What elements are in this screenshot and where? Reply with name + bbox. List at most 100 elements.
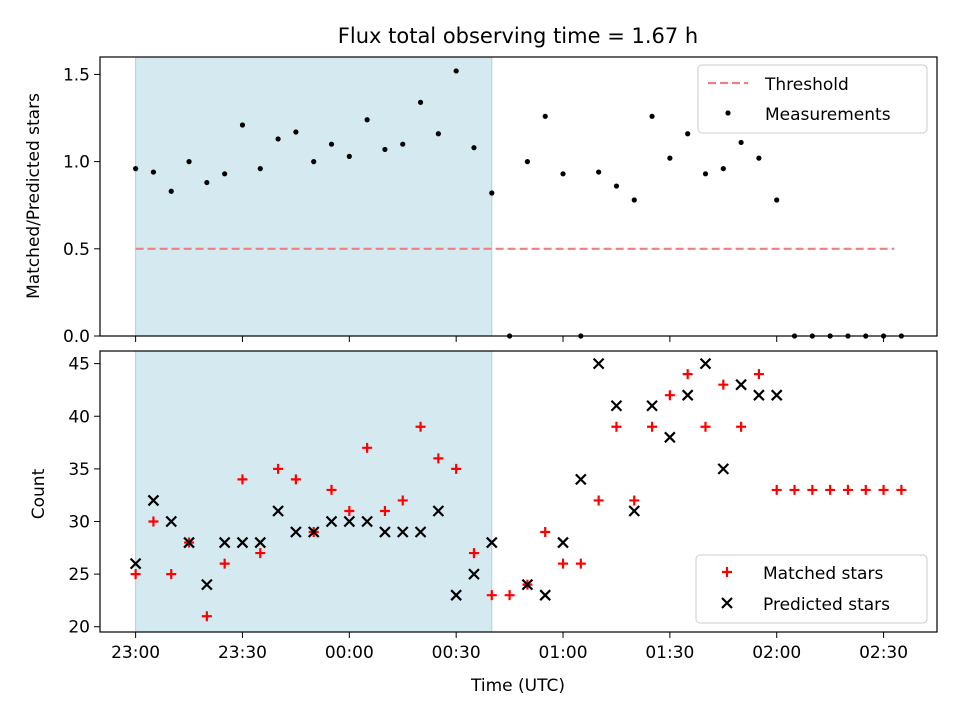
- predicted-star-point: [201, 578, 213, 591]
- legend-matched-label: Matched stars: [763, 564, 883, 584]
- measurement-point: [364, 117, 370, 123]
- predicted-star-point: [450, 589, 462, 601]
- matched-star-point: [219, 558, 230, 569]
- measurement-point: [524, 159, 531, 165]
- measurement-point: [239, 122, 246, 128]
- predicted-star-point: [699, 357, 712, 370]
- measurement-point: [667, 155, 673, 161]
- predicted-star-point: [272, 505, 284, 517]
- predicted-star-point: [717, 463, 730, 475]
- x-tick-label: 02:30: [859, 643, 908, 663]
- matched-star-point: [415, 421, 426, 432]
- predicted-star-point: [646, 399, 658, 412]
- matched-star-point: [397, 495, 408, 506]
- matched-star-point: [575, 558, 586, 569]
- predicted-star-point: [414, 526, 427, 538]
- measurement-point: [774, 197, 780, 203]
- y-tick-label: 30: [68, 512, 90, 532]
- legend-measurement-label: Measurements: [765, 105, 891, 125]
- measurement-point: [311, 159, 317, 165]
- predicted-star-point: [396, 526, 409, 538]
- x-axis-label: Time (UTC): [470, 676, 565, 696]
- y-tick-label: 35: [68, 460, 90, 480]
- predicted-star-point: [183, 536, 195, 549]
- x-tick-label: 23:30: [218, 643, 267, 663]
- predicted-star-point: [735, 378, 747, 391]
- y-tick-label: 40: [68, 407, 90, 427]
- observing-span: [135, 351, 492, 632]
- observing-span: [135, 57, 492, 336]
- matched-star-point: [771, 484, 782, 495]
- matched-star-point: [326, 484, 337, 495]
- measurement-point: [702, 171, 709, 177]
- top-panel: 0.0 0.5 1.0 1.5 Threshold Measurements: [63, 56, 938, 347]
- y-tick-label: 0.5: [63, 240, 90, 260]
- matched-star-point: [379, 505, 390, 516]
- matched-star-point: [468, 548, 479, 559]
- measurement-point: [133, 166, 139, 172]
- predicted-star-point: [129, 557, 142, 570]
- measurement-point: [168, 188, 174, 194]
- x-tick-label: 00:00: [325, 643, 374, 663]
- legend-box: [695, 554, 928, 624]
- matched-star-point: [718, 379, 729, 390]
- predicted-star-point: [218, 536, 231, 549]
- matched-star-point: [664, 390, 675, 401]
- matched-star-point: [700, 421, 711, 432]
- matched-star-point: [682, 369, 693, 380]
- plot-frame: [99, 350, 938, 633]
- matched-star-point: [647, 421, 658, 432]
- matched-star-point: [842, 484, 853, 495]
- chart-title: Flux total observing time = 1.67 h: [338, 24, 698, 48]
- matched-star-point: [860, 484, 871, 495]
- x-tick-label: 00:30: [432, 643, 481, 663]
- matched-star-point: [130, 569, 141, 580]
- legend-matched-swatch: [722, 567, 732, 577]
- predicted-star-point: [343, 515, 356, 528]
- matched-star-point: [362, 442, 373, 453]
- measurement-point: [346, 153, 352, 159]
- matched-star-point: [593, 495, 604, 506]
- x-tick-label: 02:00: [752, 643, 801, 663]
- measurement-point: [382, 146, 388, 153]
- predicted-star-point: [592, 357, 605, 370]
- measurement-point: [756, 155, 762, 161]
- y-tick-label: 1.0: [63, 153, 90, 173]
- x-tick-label: 23:00: [111, 643, 160, 663]
- bottom-legend: Matched stars Predicted stars: [695, 554, 928, 624]
- y-tick-label: 25: [68, 565, 90, 585]
- predicted-star-point: [557, 536, 569, 549]
- measurement-point: [720, 166, 726, 172]
- matched-star-point: [878, 484, 889, 495]
- predicted-star-point: [254, 536, 267, 549]
- predicted-star-point: [610, 399, 623, 412]
- matched-star-point: [255, 548, 266, 559]
- predicted-star-point: [628, 505, 641, 517]
- x-tick-label: 01:00: [539, 643, 588, 663]
- y-tick-label: 45: [68, 355, 90, 375]
- measurement-point: [613, 183, 620, 189]
- matched-star-point: [896, 484, 907, 495]
- measurement-point: [150, 169, 157, 175]
- measurement-point: [471, 145, 477, 151]
- predicted-star-point: [325, 515, 338, 528]
- predicted-star-point: [290, 526, 302, 538]
- measurement-point: [328, 141, 335, 147]
- predicted-star-point: [147, 494, 160, 507]
- bottom-panel: 20 25 30 35 40 45 23:00 23:30 00:00 00:30 01:00 01:…: [68, 350, 938, 663]
- y-tick-label: 0.0: [63, 327, 90, 347]
- matched-star-point: [558, 558, 569, 569]
- predicted-star-point: [468, 568, 480, 580]
- matched-star-point: [166, 569, 177, 580]
- measurement-point: [489, 190, 495, 196]
- matched-star-point: [825, 484, 836, 495]
- matched-star-point: [753, 369, 764, 380]
- predicted-star-point: [575, 473, 587, 486]
- measurement-point: [453, 68, 459, 74]
- matched-star-point: [540, 527, 551, 538]
- legend-predicted-label: Predicted stars: [763, 595, 890, 615]
- predicted-star-point: [236, 536, 249, 549]
- matched-star-point: [629, 495, 640, 506]
- matched-star-point: [486, 590, 497, 601]
